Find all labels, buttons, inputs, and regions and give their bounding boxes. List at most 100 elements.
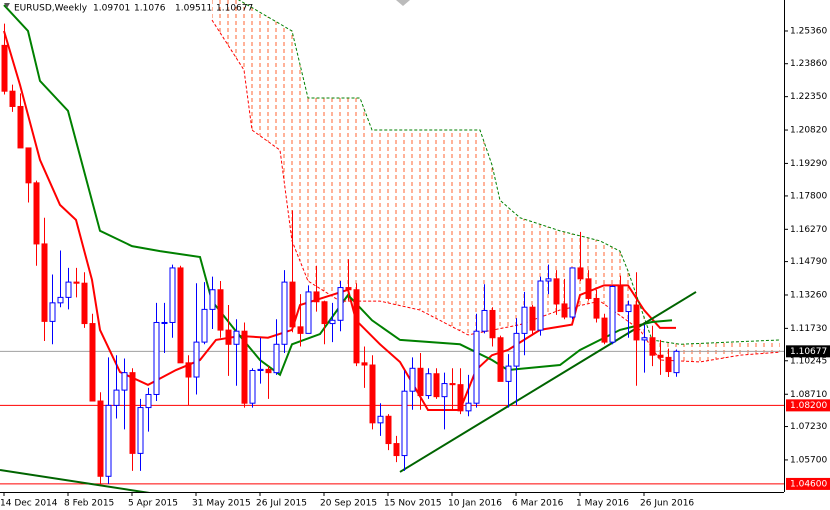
header-high: 1.1076 [134,4,166,14]
candle-body [113,389,120,406]
candle-body [489,309,496,339]
candle-body [537,280,544,331]
candle-body [585,278,592,299]
level-label: 1.08200 [790,401,827,411]
candle-body [473,330,480,404]
candle-body [121,372,128,391]
candle-body [385,415,392,445]
candle-body [257,368,264,371]
candle-body [545,278,552,282]
candle-body [281,281,288,345]
y-tick-label: 1.13260 [790,290,827,300]
candle-body [249,369,256,404]
candle-body [305,291,312,334]
candle-body [73,281,80,284]
header-open: 1.09701 [93,4,130,14]
candle-body [569,267,576,318]
current-price-label: 1.10677 [790,347,827,357]
candle-body [201,308,208,343]
candle-body [241,330,248,404]
indicator-line [237,0,781,345]
candle-body [497,337,504,382]
candle-body [105,404,112,477]
candle-body [409,367,416,392]
y-tick-label: 1.19290 [790,159,827,169]
candle-body [673,350,680,374]
candle-body [177,267,184,364]
level-label-box [786,477,830,490]
candle-body [225,329,232,345]
candle-body [57,296,64,304]
candle-body [593,297,600,319]
candle-body [33,182,40,245]
candle-body [233,330,240,345]
candle-body [513,332,520,367]
candle-body [377,415,384,424]
candle-body [65,281,72,298]
candle-body [353,289,360,364]
x-tick-label: 31 May 2015 [192,499,251,509]
ichimoku-cloud [212,0,780,362]
scroll-marker [396,0,410,6]
candle-body [561,303,568,318]
candle-body [321,301,328,325]
candle-body [425,373,432,397]
symbol-icon [4,3,10,8]
candle-body [185,362,192,378]
candle-body [609,285,616,343]
candle-body [633,304,640,341]
candle-body [649,337,656,356]
candle-body [657,354,664,358]
x-tick-label: 6 Mar 2016 [512,499,564,509]
candle-body [89,323,96,402]
x-tick-label: 10 Jan 2016 [448,499,502,509]
y-tick-label: 1.07230 [790,422,827,432]
candle-body [417,367,424,397]
x-tick-label: 5 Apr 2015 [128,499,178,509]
candle-body [577,267,584,280]
candle-body [625,304,632,313]
candle-body [137,407,144,454]
x-tick-label: 14 Dec 2014 [0,499,58,509]
y-tick-label: 1.08710 [790,390,827,400]
header-low: 1.09511 [175,4,212,14]
y-tick-label: 1.20820 [790,126,827,136]
candle-body [193,341,200,378]
x-tick-label: 20 Sep 2015 [320,499,377,509]
candle-body [129,372,136,454]
current-price-label-box [786,345,830,358]
candle-body [617,285,624,313]
candle-body [209,289,216,310]
candle-body [521,306,528,334]
candle-body [97,400,104,477]
candle-body [289,281,296,328]
candle-body [449,383,456,386]
indicator-line [3,4,673,377]
x-tick-label: 15 Nov 2015 [384,499,442,509]
candle-body [337,287,344,321]
candle-body [553,278,560,305]
y-tick-label: 1.22350 [790,92,827,102]
indicator-line [399,291,697,473]
candle-body [465,402,472,412]
candle-body [145,393,152,409]
level-label: 1.04600 [790,479,827,489]
chart-title: EURUSD,Weekly [14,4,88,14]
candle-body [217,289,224,331]
candle-body [169,267,176,323]
candle-body [9,90,16,107]
y-tick-label: 1.14790 [790,257,827,267]
y-tick-label: 1.11730 [790,324,827,334]
candle-body [665,356,672,373]
y-tick-label: 1.23860 [790,59,827,69]
candle-body [457,384,464,412]
x-tick-label: 1 May 2016 [576,499,629,509]
candle-body [273,343,280,374]
y-tick-label: 1.05700 [790,455,827,465]
candle-body [161,321,168,324]
candle-body [297,326,304,334]
candle-body [441,383,448,398]
candle-body [641,337,648,341]
